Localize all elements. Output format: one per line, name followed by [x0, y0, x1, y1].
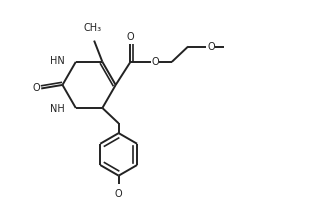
Text: O: O [208, 42, 215, 51]
Text: O: O [127, 32, 134, 42]
Text: CH₃: CH₃ [84, 23, 102, 33]
Text: NH: NH [50, 104, 65, 114]
Text: O: O [115, 189, 122, 198]
Text: O: O [152, 57, 160, 67]
Text: HN: HN [50, 56, 65, 66]
Text: O: O [32, 84, 40, 93]
